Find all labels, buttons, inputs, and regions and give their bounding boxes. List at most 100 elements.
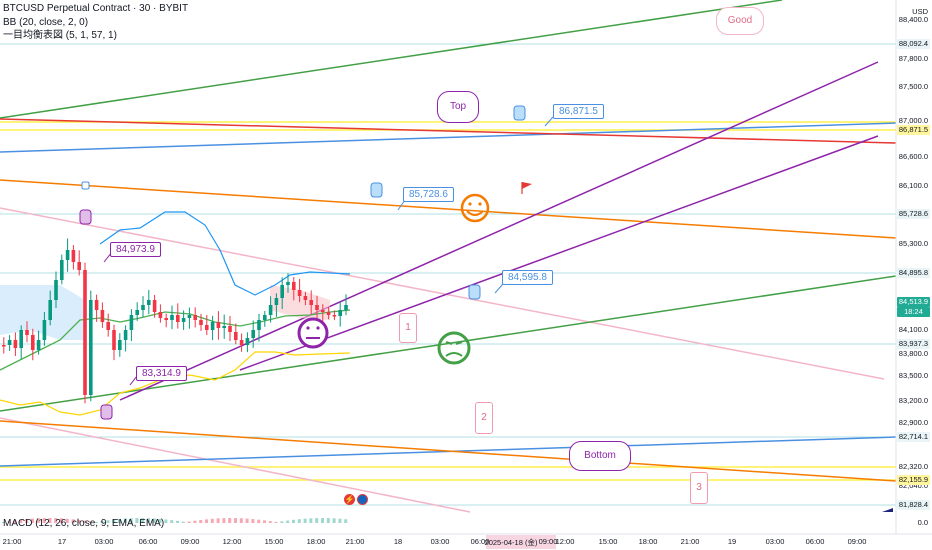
purple-channel xyxy=(119,61,879,401)
price-callout[interactable]: 85,728.6 xyxy=(403,187,454,202)
wave-label-1[interactable]: 1 xyxy=(399,313,417,343)
macd-bar xyxy=(147,518,150,523)
callout-connectors xyxy=(103,116,554,386)
macd-bar xyxy=(199,520,203,523)
macd-bar xyxy=(245,518,249,523)
macd-bar xyxy=(338,518,342,523)
candle-body xyxy=(222,326,226,328)
bb-middle xyxy=(0,309,351,371)
symbol-title[interactable]: BTCUSD Perpetual Contract · 30 · BYBIT xyxy=(3,3,189,14)
bb-lower xyxy=(0,351,351,416)
macd-bar xyxy=(234,518,237,523)
time-axis-label: 15:00 xyxy=(598,537,618,546)
us-flag-event-icon[interactable] xyxy=(357,494,368,505)
candle-body xyxy=(321,310,325,312)
macd-bar xyxy=(257,519,261,523)
macd-bar xyxy=(286,520,290,523)
candle-body xyxy=(100,310,105,322)
macd-bar xyxy=(251,519,255,523)
candle-body xyxy=(176,315,180,322)
top-bubble[interactable]: Top xyxy=(437,91,479,123)
candle-body xyxy=(135,310,139,315)
good-bubble[interactable]: Good xyxy=(716,7,764,35)
pointing-hand-blue-icon xyxy=(370,105,526,300)
macd-bar xyxy=(303,518,307,523)
macd-bar xyxy=(71,519,75,523)
price-axis-label: 84,100.0 xyxy=(898,325,928,334)
bottom-bubble[interactable]: Bottom xyxy=(569,441,631,471)
candle-body xyxy=(129,315,134,330)
macd-bar xyxy=(274,521,278,523)
candle-body xyxy=(60,260,64,280)
time-axis-label: 03:00 xyxy=(765,537,785,546)
candle-body xyxy=(303,296,308,300)
time-axis-label: 09:00 xyxy=(847,537,867,546)
macd-bar xyxy=(31,518,34,523)
macd-bar xyxy=(176,520,179,523)
candle-body xyxy=(309,300,313,305)
macd-bar xyxy=(187,521,191,523)
macd-bar xyxy=(2,522,5,523)
bb-indicator-label[interactable]: BB (20, close, 2, 0) xyxy=(3,17,89,28)
orange-trendlines xyxy=(0,179,897,482)
time-axis-label: 06:00 xyxy=(470,537,490,546)
macd-bar xyxy=(129,518,133,523)
macd-indicator-label[interactable]: MACD (12, 26, close, 9, EMA, EMA) xyxy=(3,518,165,529)
candle-body xyxy=(7,340,12,345)
macd-bar xyxy=(216,518,220,523)
macd-bar xyxy=(326,518,330,523)
candle-body xyxy=(118,340,122,350)
time-axis-label: 18:00 xyxy=(638,537,658,546)
ichimoku-cloud-red xyxy=(270,285,330,320)
macd-bar xyxy=(181,521,185,523)
macd-bar xyxy=(65,518,69,523)
macd-bar xyxy=(315,518,319,523)
anchor-marker[interactable] xyxy=(81,181,90,190)
candle-body xyxy=(141,305,145,310)
time-axis-label: 19 xyxy=(727,537,737,546)
bb-upper xyxy=(99,211,351,296)
price-callout[interactable]: 84,973.9 xyxy=(110,242,161,257)
candle-body xyxy=(228,326,232,332)
candle-body xyxy=(31,335,35,350)
price-tag: 82,714.1 xyxy=(897,432,930,442)
price-callout[interactable]: 86,871.5 xyxy=(553,104,604,119)
macd-bar xyxy=(60,518,63,523)
price-callout[interactable]: 83,314.9 xyxy=(136,366,187,381)
time-axis-label: 21:00 xyxy=(2,537,22,546)
candle-body xyxy=(338,310,342,316)
macd-histogram xyxy=(2,518,348,523)
price-axis-label: 0.0 xyxy=(917,518,928,527)
time-axis-label: 06:00 xyxy=(805,537,825,546)
macd-bar xyxy=(7,521,11,523)
wave-label-2[interactable]: 2 xyxy=(475,402,493,434)
price-tag: 84,895.8 xyxy=(897,268,930,278)
time-highlight-box xyxy=(486,535,556,549)
wave-label-3[interactable]: 3 xyxy=(690,472,708,504)
macd-bar xyxy=(54,518,58,523)
price-axis-label: 82,900.0 xyxy=(898,418,928,427)
time-axis-label: 12:00 xyxy=(222,537,242,546)
time-axis-label: 18:00 xyxy=(306,537,326,546)
candle-body xyxy=(106,322,110,330)
macd-bar xyxy=(118,518,121,523)
candle-body xyxy=(71,250,76,262)
candle-body xyxy=(251,330,255,338)
ichimoku-indicator-label[interactable]: 一目均衡表図 (5, 1, 57, 1) xyxy=(3,30,117,41)
candle-body xyxy=(332,315,337,317)
candle-body xyxy=(65,250,70,260)
purple-neutral-face-icon xyxy=(297,317,329,349)
candle-body xyxy=(263,315,267,320)
price-callout[interactable]: 84,595.8 xyxy=(502,270,553,285)
price-axis-label: 82,320.0 xyxy=(898,462,928,471)
flash-event-icon[interactable]: ⚡ xyxy=(344,494,355,505)
macd-bar xyxy=(106,520,110,523)
candle-body xyxy=(268,305,273,315)
green-frown-face-icon xyxy=(437,331,471,365)
candle-body xyxy=(205,325,209,330)
time-axis-highlight-time: 09:00 xyxy=(538,537,558,546)
candle-body xyxy=(48,300,52,320)
macd-bar xyxy=(228,518,232,523)
